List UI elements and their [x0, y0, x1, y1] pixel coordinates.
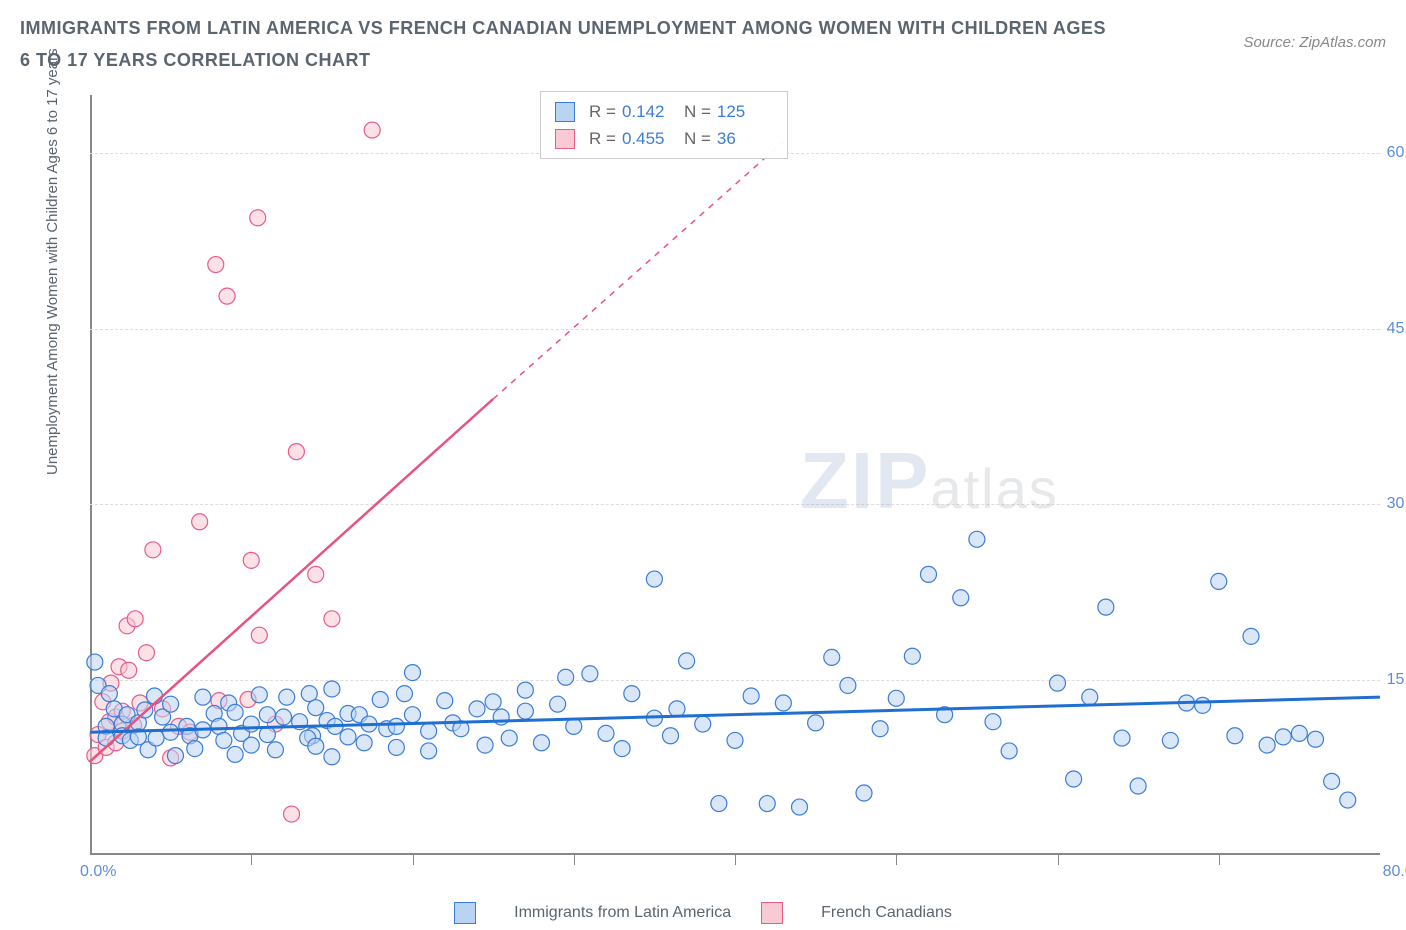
- legend-bottom-label-b: French Canadians: [821, 904, 952, 922]
- source-label: Source: ZipAtlas.com: [1243, 12, 1386, 51]
- legend-swatch-b: [555, 129, 575, 149]
- r-value-b: 0.455: [622, 125, 678, 152]
- legend-bottom-swatch-a: [454, 902, 476, 924]
- n-value-b: 36: [717, 125, 773, 152]
- chart-title: IMMIGRANTS FROM LATIN AMERICA VS FRENCH …: [20, 12, 1120, 77]
- y-tick-label: 45.0%: [1387, 320, 1406, 338]
- n-value-a: 125: [717, 98, 773, 125]
- legend-swatch-a: [555, 102, 575, 122]
- legend-bottom-swatch-b: [761, 902, 783, 924]
- n-label-b: N =: [684, 125, 711, 152]
- legend-stats-row-a: R = 0.142 N = 125: [555, 98, 773, 125]
- legend-bottom: Immigrants from Latin America French Can…: [0, 902, 1406, 924]
- x-tick-max: 80.0%: [1383, 863, 1406, 881]
- y-tick-label: 15.0%: [1387, 671, 1406, 689]
- legend-stats-row-b: R = 0.455 N = 36: [555, 125, 773, 152]
- y-tick-label: 30.0%: [1387, 495, 1406, 513]
- n-label-a: N =: [684, 98, 711, 125]
- legend-bottom-label-a: Immigrants from Latin America: [514, 904, 731, 922]
- y-tick-label: 60.0%: [1387, 144, 1406, 162]
- y-axis-label: Unemployment Among Women with Children A…: [44, 48, 61, 475]
- scatter-plot: [90, 95, 1380, 855]
- legend-stats: R = 0.142 N = 125 R = 0.455 N = 36: [540, 91, 788, 159]
- title-bar: IMMIGRANTS FROM LATIN AMERICA VS FRENCH …: [0, 0, 1406, 77]
- r-label-a: R =: [589, 98, 616, 125]
- r-label-b: R =: [589, 125, 616, 152]
- r-value-a: 0.142: [622, 98, 678, 125]
- chart-area: Unemployment Among Women with Children A…: [60, 95, 1380, 855]
- x-tick-min: 0.0%: [80, 863, 116, 881]
